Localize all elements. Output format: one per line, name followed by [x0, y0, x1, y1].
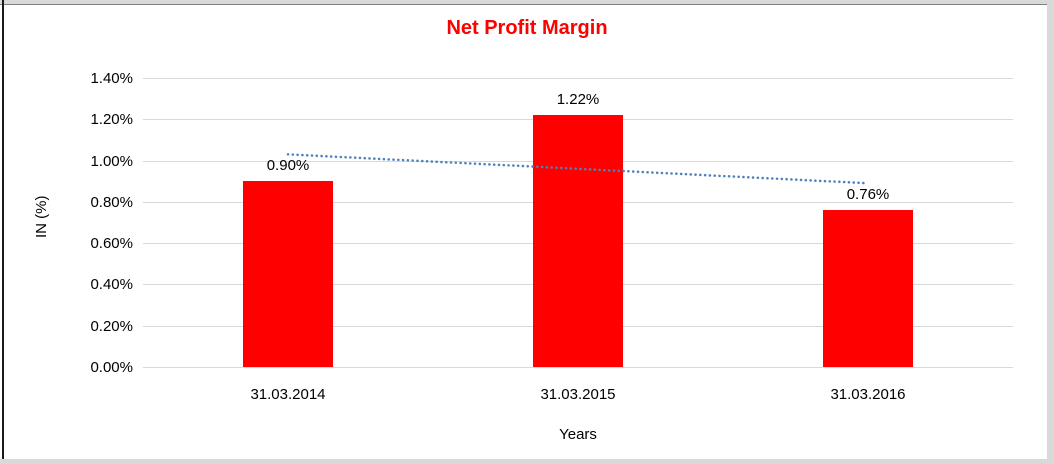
data-label: 1.22% — [556, 91, 600, 109]
frame-right-border — [1047, 0, 1054, 464]
gridline — [143, 367, 1013, 368]
x-axis-tick-label: 31.03.2016 — [830, 386, 906, 403]
plot-area — [143, 78, 1013, 368]
chart-title: Net Profit Margin — [446, 17, 608, 39]
x-axis-tick-label: 31.03.2015 — [540, 386, 616, 403]
y-axis-title: IN (%) — [33, 195, 50, 239]
y-axis-tick-label: 0.20% — [90, 317, 133, 335]
y-axis-tick-label: 1.20% — [90, 111, 133, 129]
data-label: 0.76% — [846, 186, 890, 204]
y-axis-tick-label: 0.60% — [90, 235, 133, 253]
y-axis-tick-label: 1.40% — [90, 70, 133, 87]
bar-31.03.2014 — [243, 181, 333, 367]
data-label: 0.90% — [266, 157, 310, 175]
y-axis-tick-label: 1.00% — [90, 152, 133, 170]
y-axis-tick-label: 0.00% — [90, 359, 133, 376]
frame-left-border — [2, 0, 4, 464]
y-axis-tick-label: 0.80% — [90, 193, 133, 211]
x-axis-title: Years — [559, 426, 597, 443]
frame-top-border — [0, 0, 1054, 4]
bar-31.03.2015 — [533, 115, 623, 367]
frame-bottom-border — [0, 459, 1054, 464]
y-axis-tick-label: 0.40% — [90, 276, 133, 294]
bar-31.03.2016 — [823, 210, 913, 367]
frame-top-line — [0, 4, 1054, 5]
gridline — [143, 78, 1013, 79]
x-axis-tick-label: 31.03.2014 — [250, 386, 326, 403]
